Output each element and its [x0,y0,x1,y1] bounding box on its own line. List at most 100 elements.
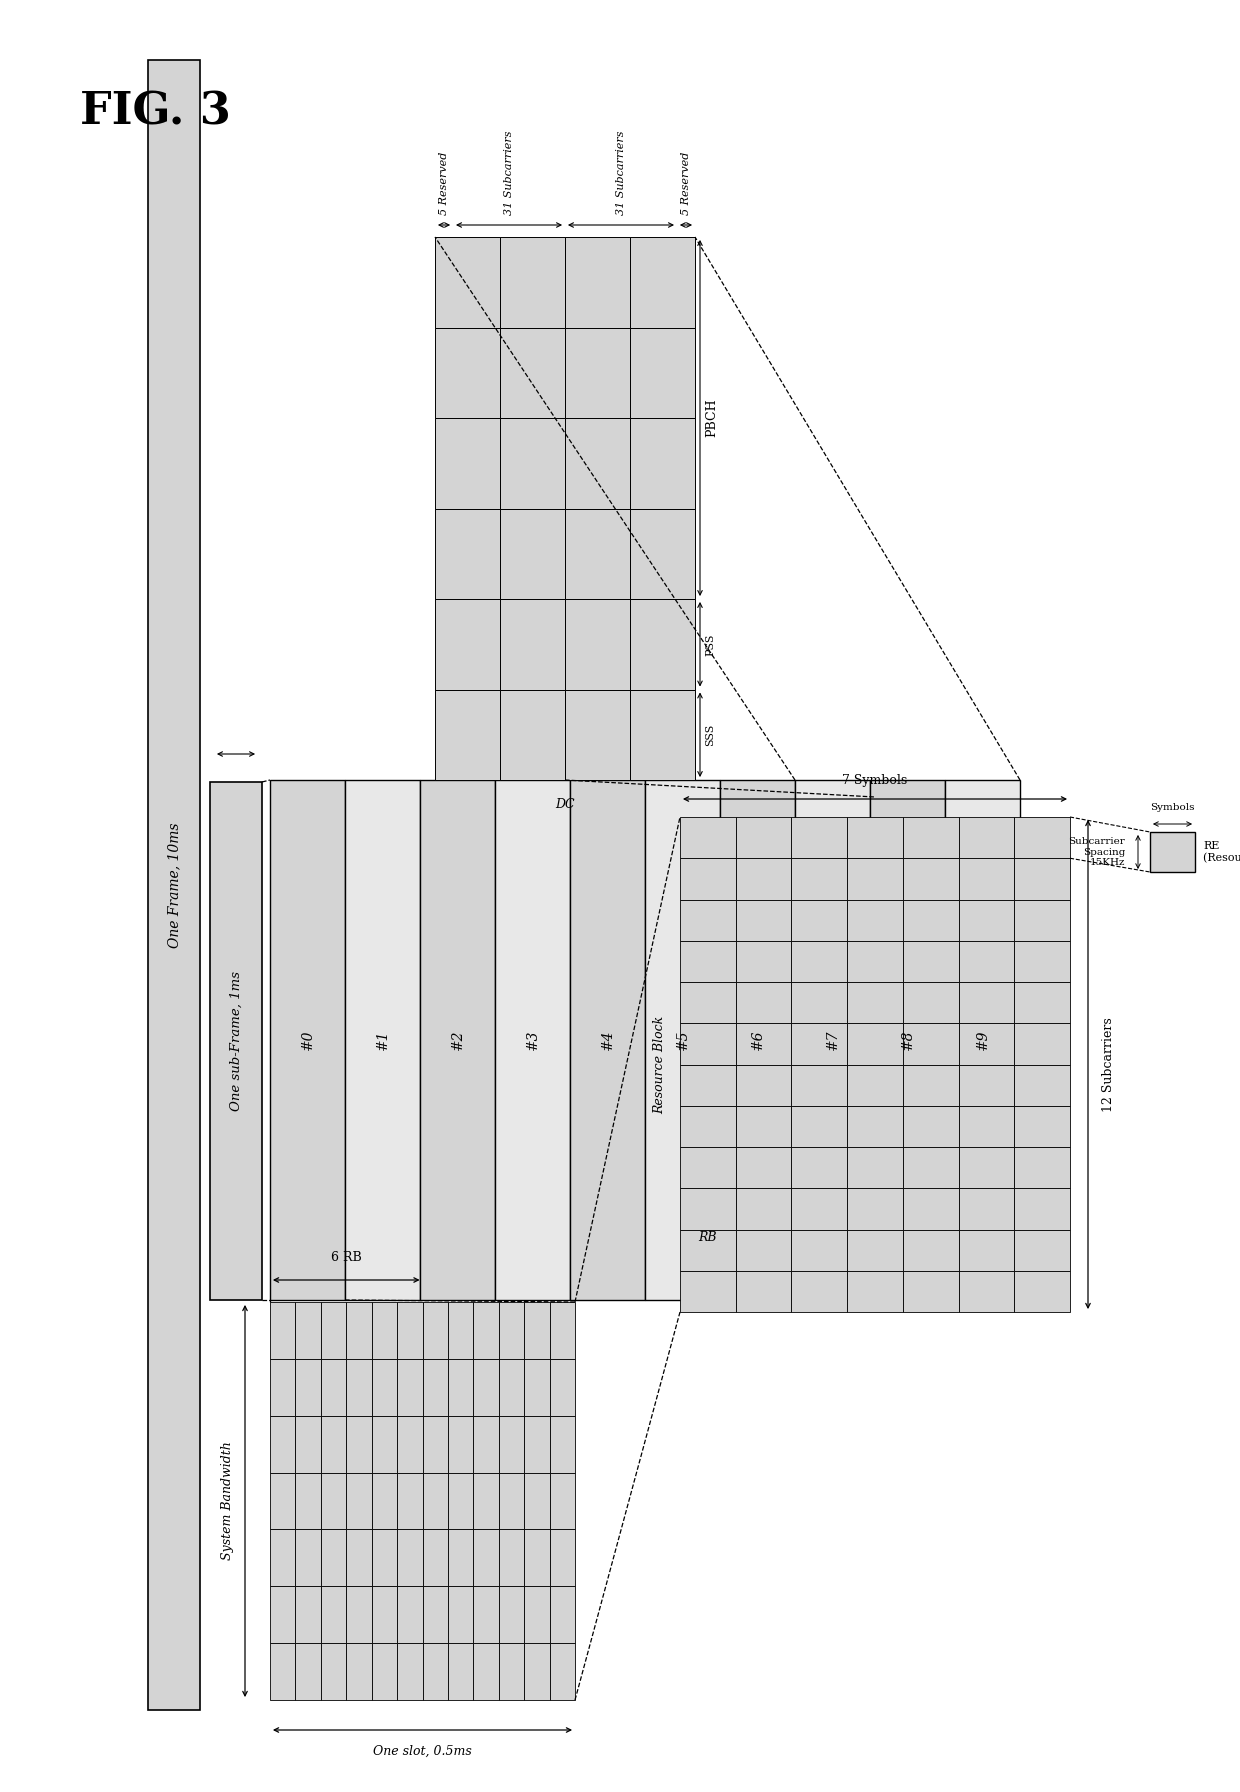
Bar [435,599,500,690]
Bar [565,509,630,599]
Bar [791,817,847,858]
Bar [525,1303,549,1358]
Bar [474,1643,498,1701]
Bar [270,780,345,1299]
Bar [791,1106,847,1147]
Bar [500,418,565,509]
Bar [565,599,630,690]
Bar [346,1303,372,1358]
Bar [372,1358,397,1416]
Bar [630,509,694,599]
Text: Subcarrier
Spacing
15KHz: Subcarrier Spacing 15KHz [1068,837,1125,867]
Bar [680,1188,735,1229]
Text: Symbols: Symbols [1151,803,1195,812]
Bar [435,328,500,418]
Bar [346,1529,372,1586]
Text: #3: #3 [526,1030,539,1050]
Bar [321,1303,346,1358]
Bar [735,1147,791,1188]
Bar [903,982,959,1023]
Bar [959,941,1014,982]
Bar [791,941,847,982]
Bar [959,1271,1014,1312]
Bar [903,1106,959,1147]
Bar [1014,982,1070,1023]
Bar [321,1473,346,1529]
Text: 6 RB: 6 RB [331,1251,362,1263]
Bar [498,1529,525,1586]
Text: System Bandwidth: System Bandwidth [222,1441,234,1561]
Bar [397,1643,423,1701]
Bar [630,690,694,780]
Bar [791,982,847,1023]
Bar [630,237,694,328]
Bar [500,509,565,599]
Bar [500,599,565,690]
Bar [423,1416,448,1473]
Bar [474,1529,498,1586]
Bar [959,982,1014,1023]
Bar [448,1473,474,1529]
Text: DC: DC [556,797,575,812]
Bar [549,1416,575,1473]
Bar [210,781,262,1299]
Bar [680,1147,735,1188]
Bar [498,1358,525,1416]
Bar [498,1643,525,1701]
Bar [498,1303,525,1358]
Bar [525,1586,549,1643]
Bar [903,858,959,900]
Bar [795,780,870,1299]
Bar [870,780,945,1299]
Bar [372,1416,397,1473]
Bar [959,1106,1014,1147]
Bar [680,1271,735,1312]
Bar [903,1229,959,1271]
Bar [847,858,903,900]
Text: #0: #0 [300,1030,315,1050]
Bar [372,1529,397,1586]
Text: FIG. 3: FIG. 3 [81,91,231,133]
Bar [959,858,1014,900]
Bar [321,1529,346,1586]
Bar [448,1416,474,1473]
Bar [474,1416,498,1473]
Bar [565,237,630,328]
Bar [630,418,694,509]
Bar [1014,858,1070,900]
Text: RB: RB [698,1231,717,1244]
Bar [295,1586,321,1643]
Bar [1014,1188,1070,1229]
Text: 7 Symbols: 7 Symbols [842,774,908,787]
Bar [959,817,1014,858]
Bar [549,1303,575,1358]
Bar [735,1106,791,1147]
Bar [847,941,903,982]
Text: #5: #5 [676,1030,689,1050]
Bar [295,1529,321,1586]
Text: #8: #8 [900,1030,915,1050]
Bar [903,1023,959,1064]
Bar [295,1416,321,1473]
Bar [903,900,959,941]
Bar [321,1416,346,1473]
Bar [435,418,500,509]
Bar [565,418,630,509]
Text: One Frame, 10ms: One Frame, 10ms [167,823,181,948]
Bar [735,941,791,982]
Bar [680,900,735,941]
Bar [630,328,694,418]
Bar [903,941,959,982]
Bar [495,780,570,1299]
Bar [1149,831,1195,873]
Bar [735,900,791,941]
Bar [346,1358,372,1416]
Bar [735,817,791,858]
Bar [372,1473,397,1529]
Bar [498,1586,525,1643]
Bar [680,858,735,900]
Bar [680,1229,735,1271]
Bar [435,690,500,780]
Bar [435,237,500,328]
Bar [1014,817,1070,858]
